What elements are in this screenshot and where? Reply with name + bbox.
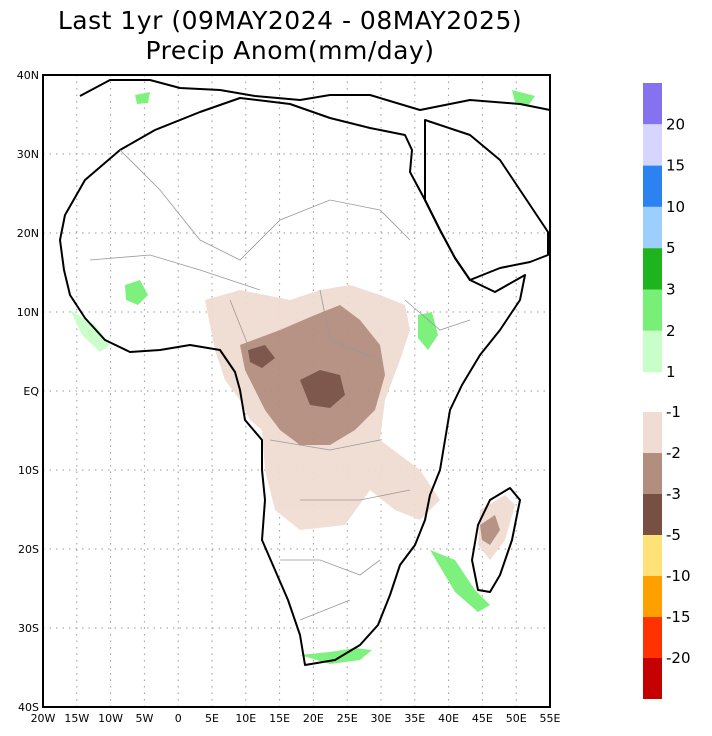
colorbar-label: -20 [666, 649, 691, 667]
country-borders [89, 149, 471, 621]
lon-label: 0 [175, 712, 182, 725]
colorbar-label: -10 [666, 567, 691, 585]
lon-label: 45E [472, 712, 493, 725]
colorbar-label: 15 [666, 157, 685, 175]
colorbar-swatch [643, 124, 662, 166]
lon-label: 10W [98, 712, 123, 725]
lon-label: 40E [438, 712, 459, 725]
lat-label: 30S [18, 622, 39, 635]
lat-label: EQ [23, 385, 39, 398]
wet-anomaly-east-africa [418, 312, 438, 350]
wet-anomaly-north-africa [135, 92, 150, 104]
colorbar-swatch [643, 535, 662, 576]
lon-label: 15E [269, 712, 290, 725]
colorbar-swatch [643, 330, 662, 373]
colorbar-wet: 20 15 10 5 3 2 1 [643, 83, 685, 381]
colorbar-swatch [643, 206, 662, 249]
colorbar-label: -15 [666, 608, 691, 626]
colorbar-swatch [643, 658, 662, 699]
longitude-labels: 20W 15W 10W 5W 0 5E 10E 15E 20E 25E 30E 35E 40E 45E 50… [31, 712, 561, 725]
dry-anomaly-congo-basin-strong [300, 370, 345, 408]
lon-label: 5E [205, 712, 219, 725]
map-title: Last 1yr (09MAY2024 - 08MAY2025) [57, 6, 523, 35]
colorbar-dry: -1 -2 -3 -5 -10 -15 -20 [643, 403, 691, 699]
lat-label: 40N [17, 69, 39, 82]
colorbar-label: -3 [666, 485, 681, 503]
europe-coastline [79, 79, 551, 111]
lat-label: 40S [18, 701, 39, 714]
wet-anomaly-turkey [512, 90, 535, 106]
colorbar-label: 5 [666, 239, 676, 257]
border-lines [89, 149, 471, 621]
wet-anomaly-guinea-coast [70, 310, 110, 352]
wet-anomaly-southeast-coast [430, 550, 490, 612]
lon-label: 20E [303, 712, 324, 725]
colorbar-label: 20 [666, 115, 685, 133]
colorbar-swatch [643, 494, 662, 535]
map-frame [42, 74, 551, 708]
colorbar-label: -5 [666, 526, 681, 544]
latitude-labels: 40N 30N 20N 10N EQ 10S 20S 30S 40S [17, 69, 40, 714]
lon-label: 55E [540, 712, 561, 725]
lat-label: 10S [18, 464, 39, 477]
colorbar-swatch [643, 453, 662, 494]
colorbar-swatch [643, 289, 662, 331]
colorbar-label: 2 [666, 322, 676, 340]
lon-label: 30E [371, 712, 392, 725]
africa-coastline [59, 97, 526, 666]
lat-label: 20S [18, 543, 39, 556]
colorbar-swatch [643, 617, 662, 658]
lat-label: 30N [17, 148, 39, 161]
colorbar-swatch [643, 412, 662, 453]
map-subtitle: Precip Anom(mm/day) [145, 36, 435, 65]
lon-label: 35E [404, 712, 425, 725]
lon-label: 20W [31, 712, 56, 725]
colorbar-swatch [643, 165, 662, 207]
wet-anomaly-south-africa-coast [300, 648, 372, 664]
lat-label: 20N [17, 227, 39, 240]
dry-anomaly-madagascar-medium [480, 515, 500, 545]
lon-label: 15W [64, 712, 89, 725]
colorbar-swatch [643, 83, 662, 125]
colorbar-label: 1 [666, 363, 676, 381]
madagascar-outline [471, 487, 521, 593]
colorbar-swatch [643, 248, 662, 290]
colorbar-label: 10 [666, 198, 685, 216]
colorbar-label: -2 [666, 444, 681, 462]
map-gridlines [42, 74, 551, 708]
colorbar-swatch [643, 576, 662, 617]
coastlines-and-borders [59, 79, 551, 666]
lon-label: 5W [135, 712, 153, 725]
lon-label: 50E [506, 712, 527, 725]
lat-label: 10N [17, 306, 39, 319]
wet-anomaly-west-africa [125, 280, 148, 305]
dry-anomaly-cameroon-strong [248, 345, 275, 368]
lon-label: 10E [235, 712, 256, 725]
colorbar-label: -1 [666, 403, 681, 421]
lon-label: 25E [337, 712, 358, 725]
colorbar-label: 3 [666, 281, 676, 299]
arabia-outline [424, 119, 549, 281]
anomaly-fields [70, 90, 535, 664]
